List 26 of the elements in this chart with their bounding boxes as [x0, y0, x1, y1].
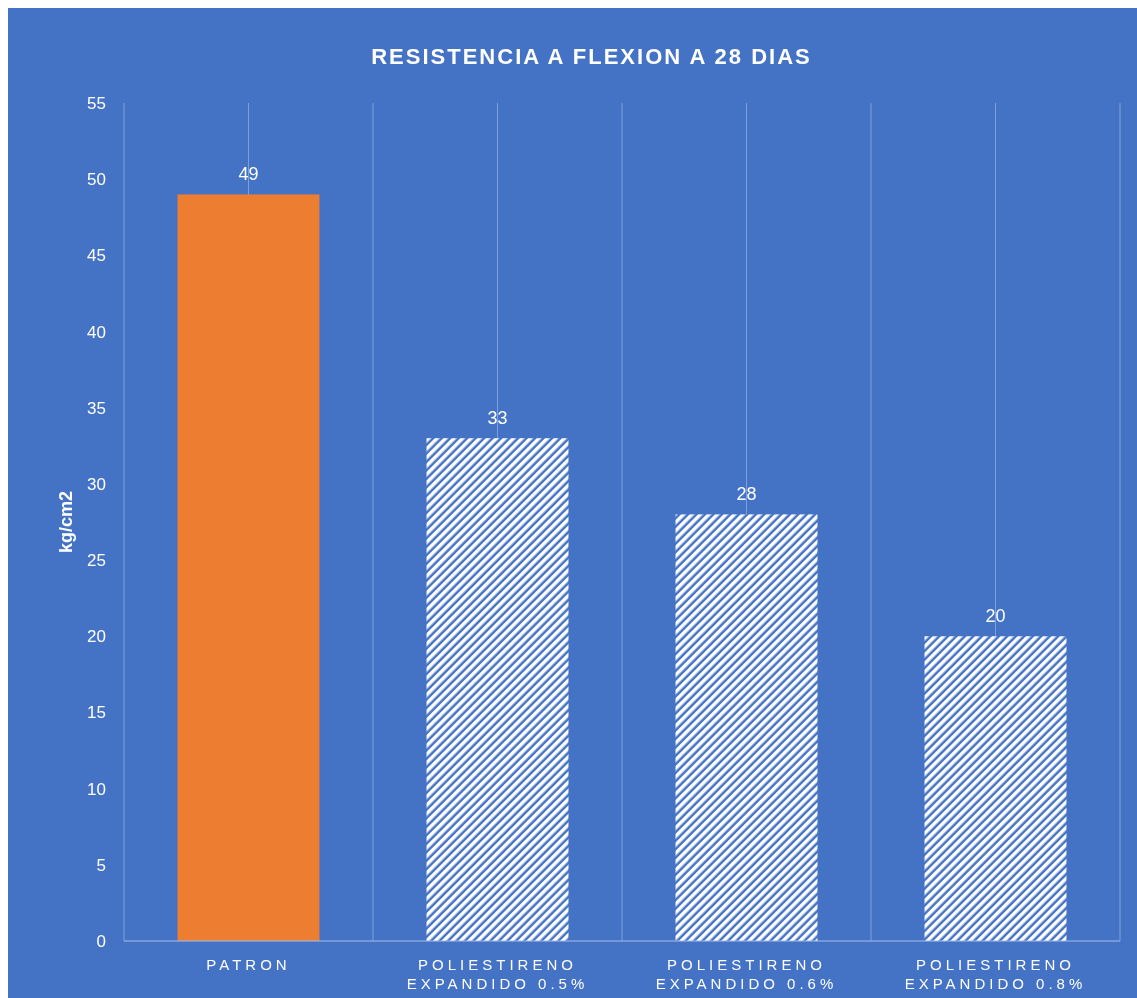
y-tick-label: 55 [87, 94, 106, 113]
bar [177, 194, 320, 941]
y-tick-label: 35 [87, 398, 106, 418]
data-label: 49 [238, 164, 259, 185]
bar [924, 636, 1067, 941]
y-tick-label: 50 [87, 170, 106, 190]
data-label: 20 [985, 606, 1006, 627]
y-tick-label: 5 [96, 855, 106, 875]
y-tick-label: 30 [87, 474, 106, 494]
x-tick-label: PATRON [206, 956, 291, 973]
y-tick-label: 45 [87, 246, 106, 266]
y-tick-label: 0 [96, 932, 106, 951]
y-axis-title: kg/cm2 [56, 490, 76, 554]
y-tick-label: 15 [87, 703, 106, 723]
chart-title: RESISTENCIA A FLEXION A 28 DIAS [371, 44, 812, 69]
y-tick-label: 10 [87, 779, 106, 799]
y-tick-label: 25 [87, 551, 106, 571]
x-tick-label: POLIESTIRENO EXPANDIDO 0.5% [406, 956, 589, 992]
y-tick-label: 40 [87, 322, 106, 342]
bar [426, 438, 569, 941]
y-tick-label: 20 [87, 627, 106, 647]
data-label: 33 [487, 408, 508, 429]
data-label: 28 [736, 484, 757, 505]
x-tick-label: POLIESTIRENO EXPANDIDO 0.8% [904, 956, 1087, 992]
x-tick-label: POLIESTIRENO EXPANDIDO 0.6% [655, 956, 838, 992]
bar [675, 514, 818, 941]
